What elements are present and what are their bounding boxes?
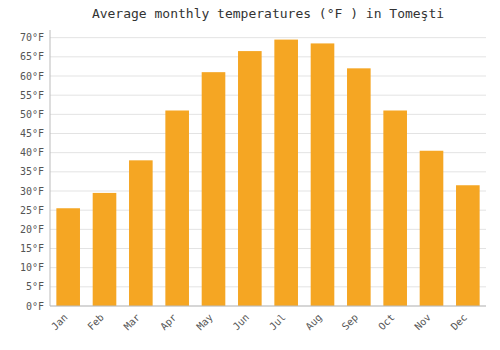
y-tick-label: 40°F — [20, 147, 44, 158]
x-tick-label: May — [194, 312, 215, 333]
grid-line — [50, 95, 486, 96]
x-axis-line — [50, 306, 486, 307]
y-axis-line — [50, 30, 51, 306]
y-tick-label: 50°F — [20, 109, 44, 120]
y-tick-label: 65°F — [20, 51, 44, 62]
y-tick-label: 5°F — [26, 281, 44, 292]
grid-line — [50, 37, 486, 38]
bar — [129, 160, 153, 306]
y-tick-label: 45°F — [20, 128, 44, 139]
y-tick-label: 25°F — [20, 205, 44, 216]
x-tick-label: Dec — [449, 312, 470, 333]
chart-container: Average monthly temperatures (°F ) in To… — [0, 0, 500, 350]
y-tick-label: 10°F — [20, 262, 44, 273]
x-tick-label: Apr — [158, 312, 179, 333]
bar — [311, 43, 335, 306]
x-tick-label: Nov — [412, 312, 433, 333]
grid-line — [50, 306, 486, 307]
y-tick-label: 70°F — [20, 32, 44, 43]
x-tick-label: Oct — [376, 312, 397, 333]
grid-line — [50, 114, 486, 115]
chart-title: Average monthly temperatures (°F ) in To… — [92, 6, 444, 21]
x-axis: Jan Feb Mar Apr May Jun Jul Aug Sep Oct Nov Dec — [49, 306, 486, 332]
y-tick-label: 30°F — [20, 186, 44, 197]
x-tick-label: Jun — [231, 312, 252, 333]
y-tick-label: 60°F — [20, 71, 44, 82]
bar — [238, 51, 262, 306]
x-tick-label: Mar — [122, 312, 143, 333]
y-tick-label: 55°F — [20, 90, 44, 101]
y-tick-label: 15°F — [20, 243, 44, 254]
bars — [56, 40, 479, 306]
y-tick-label: 20°F — [20, 224, 44, 235]
x-tick-label: Jan — [49, 312, 70, 333]
bar — [456, 185, 480, 306]
bar — [274, 40, 298, 306]
x-tick-label: Jul — [267, 312, 288, 333]
x-tick-label: Aug — [303, 312, 324, 333]
y-tick-label: 0°F — [26, 301, 44, 312]
x-tick-label: Sep — [340, 312, 361, 333]
y-axis: 0°F 5°F 10°F 15°F 20°F 25°F 30°F 35°F 40°F 45°F 50… — [20, 30, 50, 312]
bar — [383, 111, 407, 307]
chart-svg: Average monthly temperatures (°F ) in To… — [0, 0, 500, 350]
grid-line — [50, 133, 486, 134]
x-tick-label: Feb — [85, 312, 106, 333]
y-tick-label: 35°F — [20, 166, 44, 177]
bar — [56, 208, 80, 306]
bar — [347, 68, 371, 306]
bar — [93, 193, 117, 306]
bar — [202, 72, 226, 306]
bar — [165, 111, 189, 307]
grid-line — [50, 76, 486, 77]
bar — [420, 151, 444, 306]
y-grid — [50, 38, 486, 306]
grid-line — [50, 56, 486, 57]
